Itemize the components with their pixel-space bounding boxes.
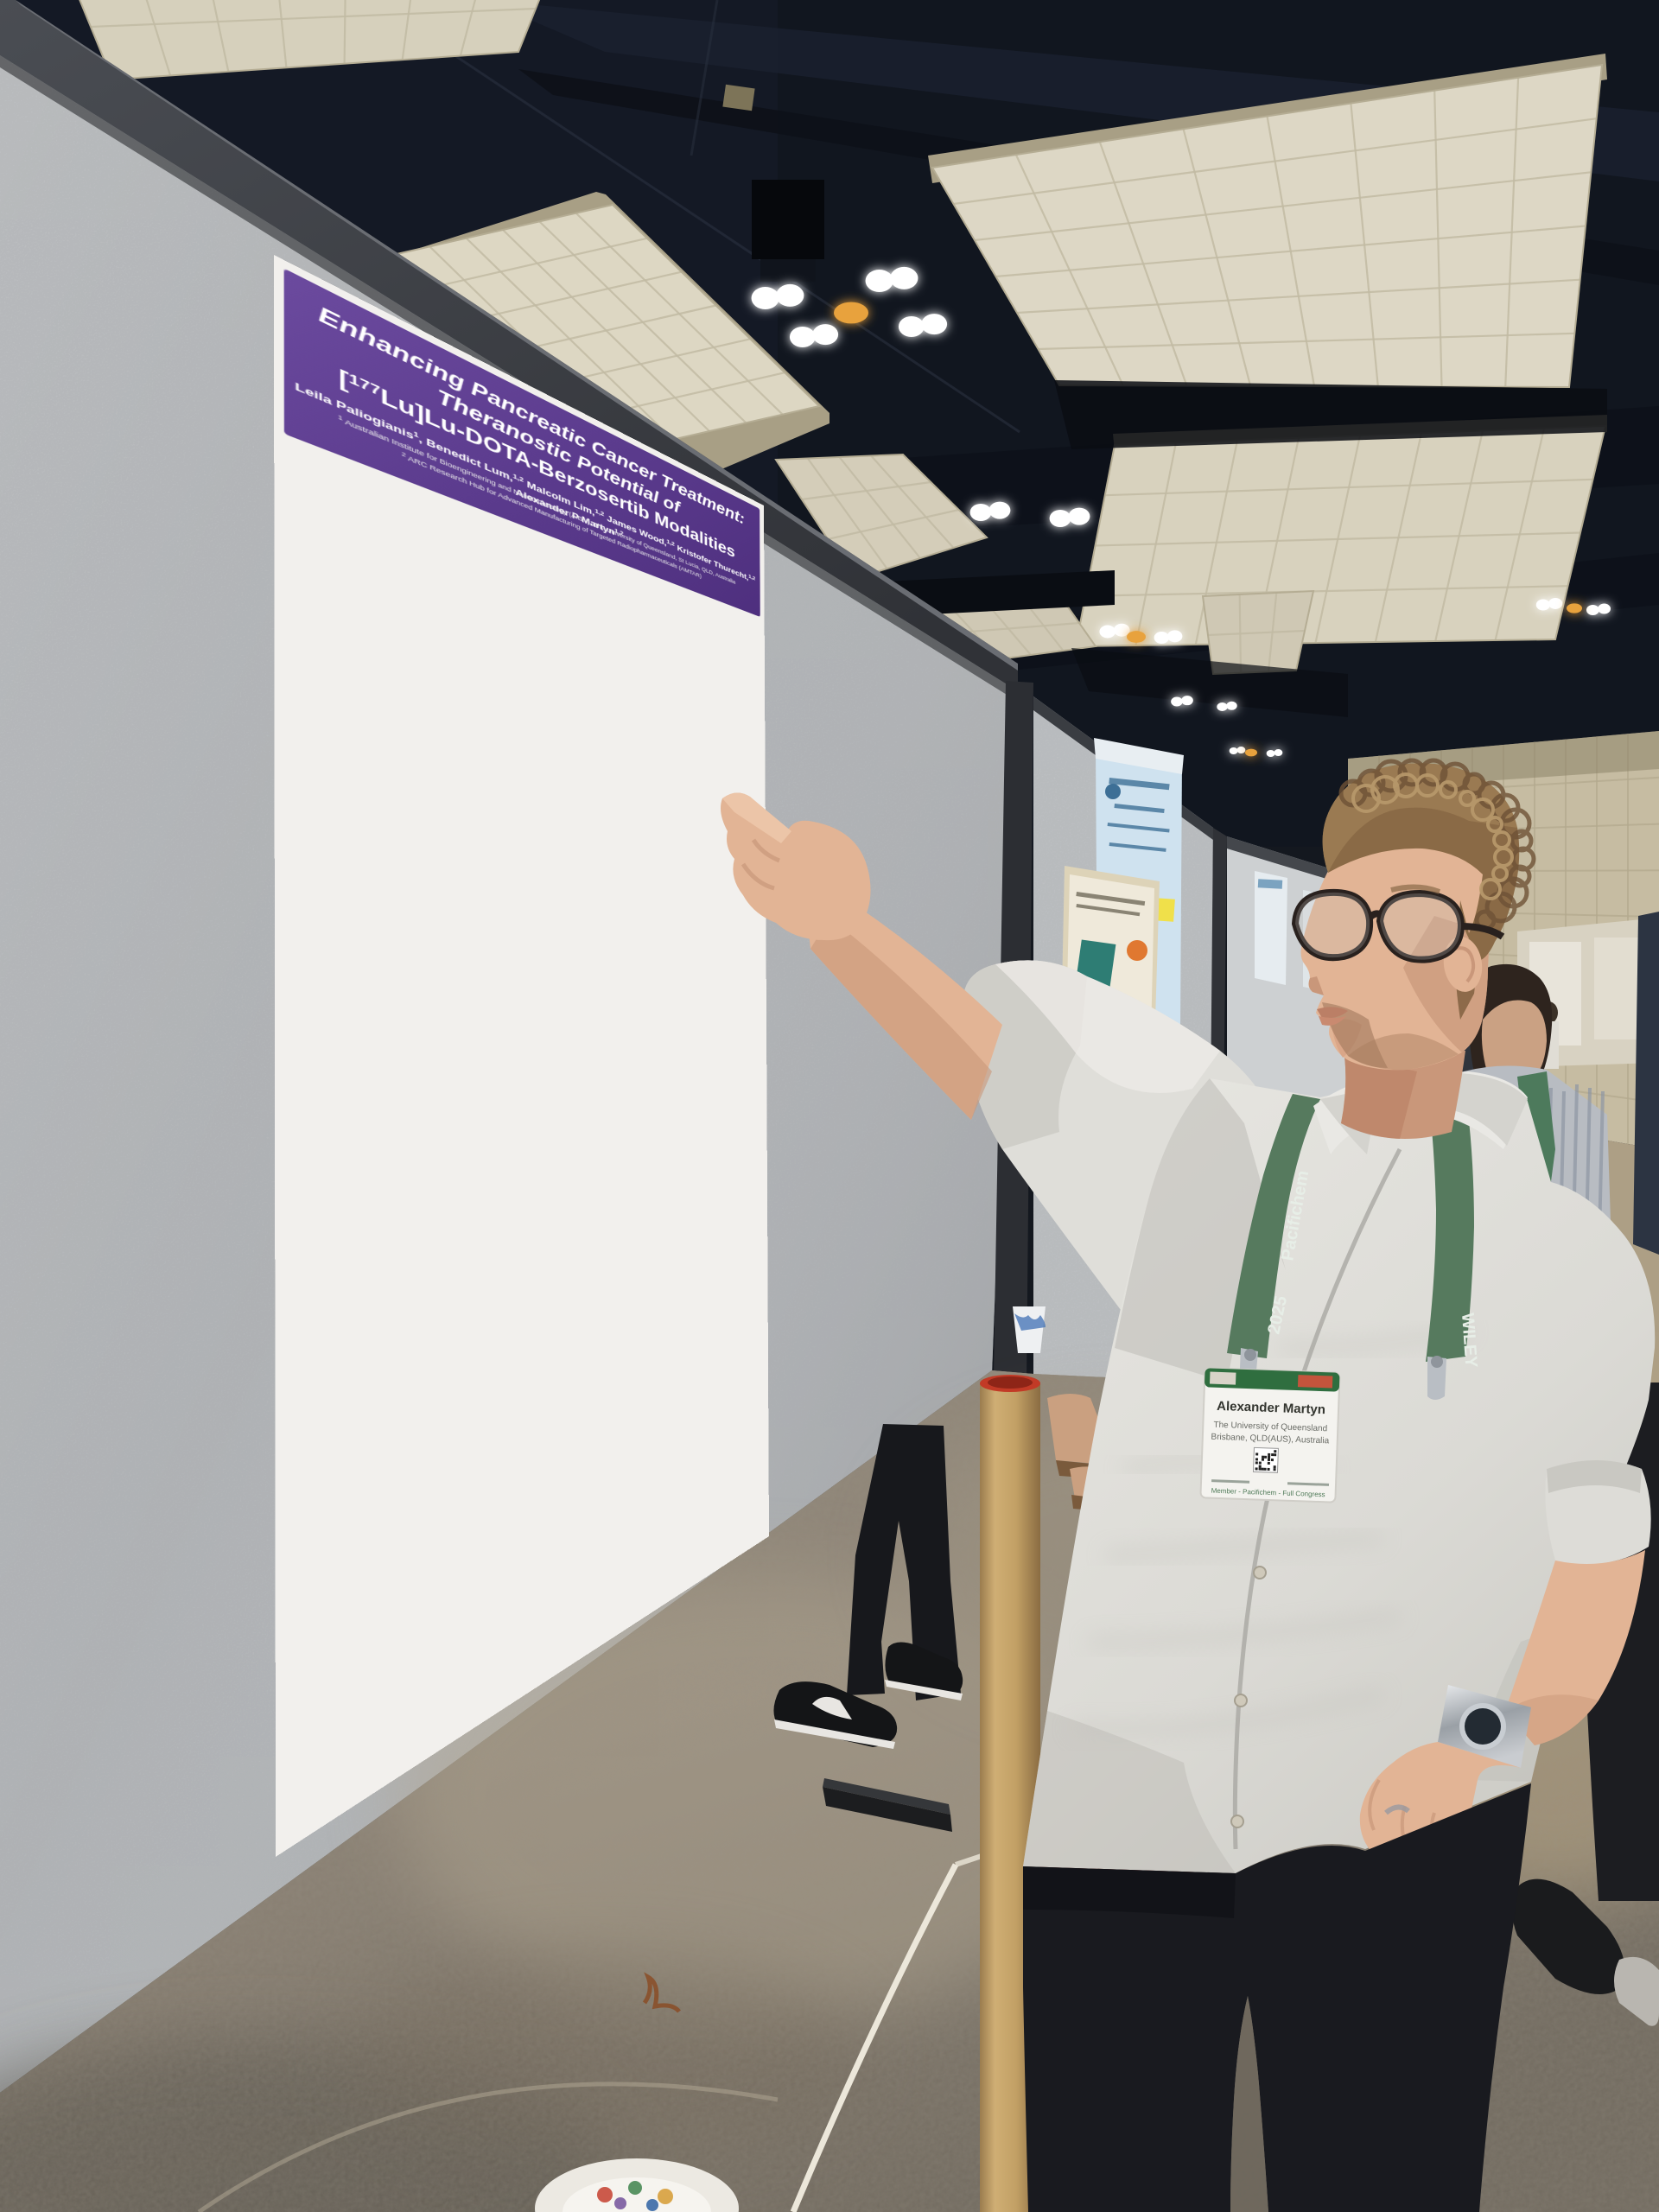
svg-text:The University of Queensland: The University of Queensland — [1213, 1421, 1327, 1434]
svg-text:WILEY: WILEY — [1458, 1313, 1480, 1369]
svg-text:Brisbane, QLD(AUS), Australia: Brisbane, QLD(AUS), Australia — [1211, 1433, 1329, 1446]
svg-text:Alexander Martyn: Alexander Martyn — [1217, 1399, 1325, 1417]
